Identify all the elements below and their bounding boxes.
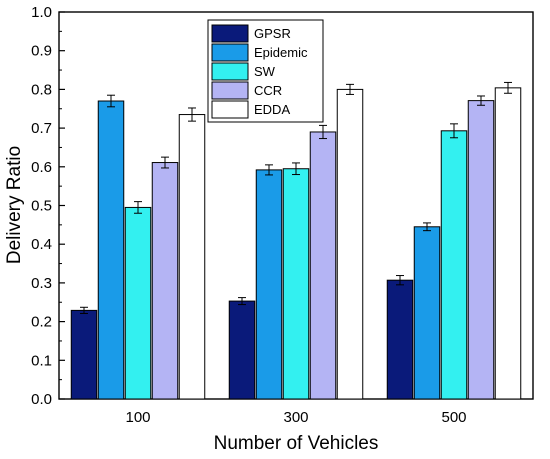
bar xyxy=(494,87,522,400)
bar xyxy=(413,226,441,400)
legend-swatch xyxy=(211,81,249,100)
legend-label: GPSR xyxy=(254,26,291,41)
y-tick-label: 0.9 xyxy=(31,43,52,60)
y-tick-label: 0.6 xyxy=(31,159,52,176)
bar xyxy=(386,279,414,400)
bar xyxy=(282,168,310,400)
y-tick-label: 0.3 xyxy=(31,275,52,292)
y-tick-label: 0.0 xyxy=(31,391,52,408)
legend-swatch xyxy=(211,24,249,43)
legend-label: CCR xyxy=(254,83,282,98)
bar xyxy=(97,100,125,400)
y-tick-label: 0.7 xyxy=(31,120,52,137)
bar xyxy=(124,206,152,400)
bar xyxy=(440,130,468,400)
y-tick-label: 0.2 xyxy=(31,314,52,331)
bar xyxy=(255,169,283,400)
legend-label: Epidemic xyxy=(254,45,308,60)
y-tick-label: 1.0 xyxy=(31,4,52,21)
legend-swatch xyxy=(211,43,249,62)
bar xyxy=(70,309,98,400)
y-tick-label: 0.1 xyxy=(31,352,52,369)
legend-swatch xyxy=(211,62,249,81)
bar xyxy=(178,114,206,400)
bar xyxy=(228,300,256,400)
bar xyxy=(309,131,337,400)
legend-swatch xyxy=(211,100,249,119)
x-tick-label: 500 xyxy=(441,409,466,426)
bars xyxy=(70,81,522,400)
x-tick-label: 300 xyxy=(283,409,308,426)
y-tick-label: 0.8 xyxy=(31,81,52,98)
legend: GPSR Epidemic SW CCR EDDA xyxy=(207,19,324,123)
legend-label: SW xyxy=(254,64,276,79)
x-axis-title: Number of Vehicles xyxy=(214,433,379,454)
y-tick-label: 0.5 xyxy=(31,198,52,215)
y-tick-label: 0.4 xyxy=(31,236,52,253)
x-tick-label: 100 xyxy=(125,409,150,426)
bar xyxy=(336,88,364,400)
bar xyxy=(151,162,179,400)
y-axis-title: Delivery Ratio xyxy=(4,146,25,264)
y-axis: 0.0 0.1 0.2 0.3 0.4 0.5 0.6 0.7 0.8 0.9 1.0 xyxy=(31,4,65,408)
legend-label: EDDA xyxy=(254,102,290,117)
bar xyxy=(467,100,495,400)
